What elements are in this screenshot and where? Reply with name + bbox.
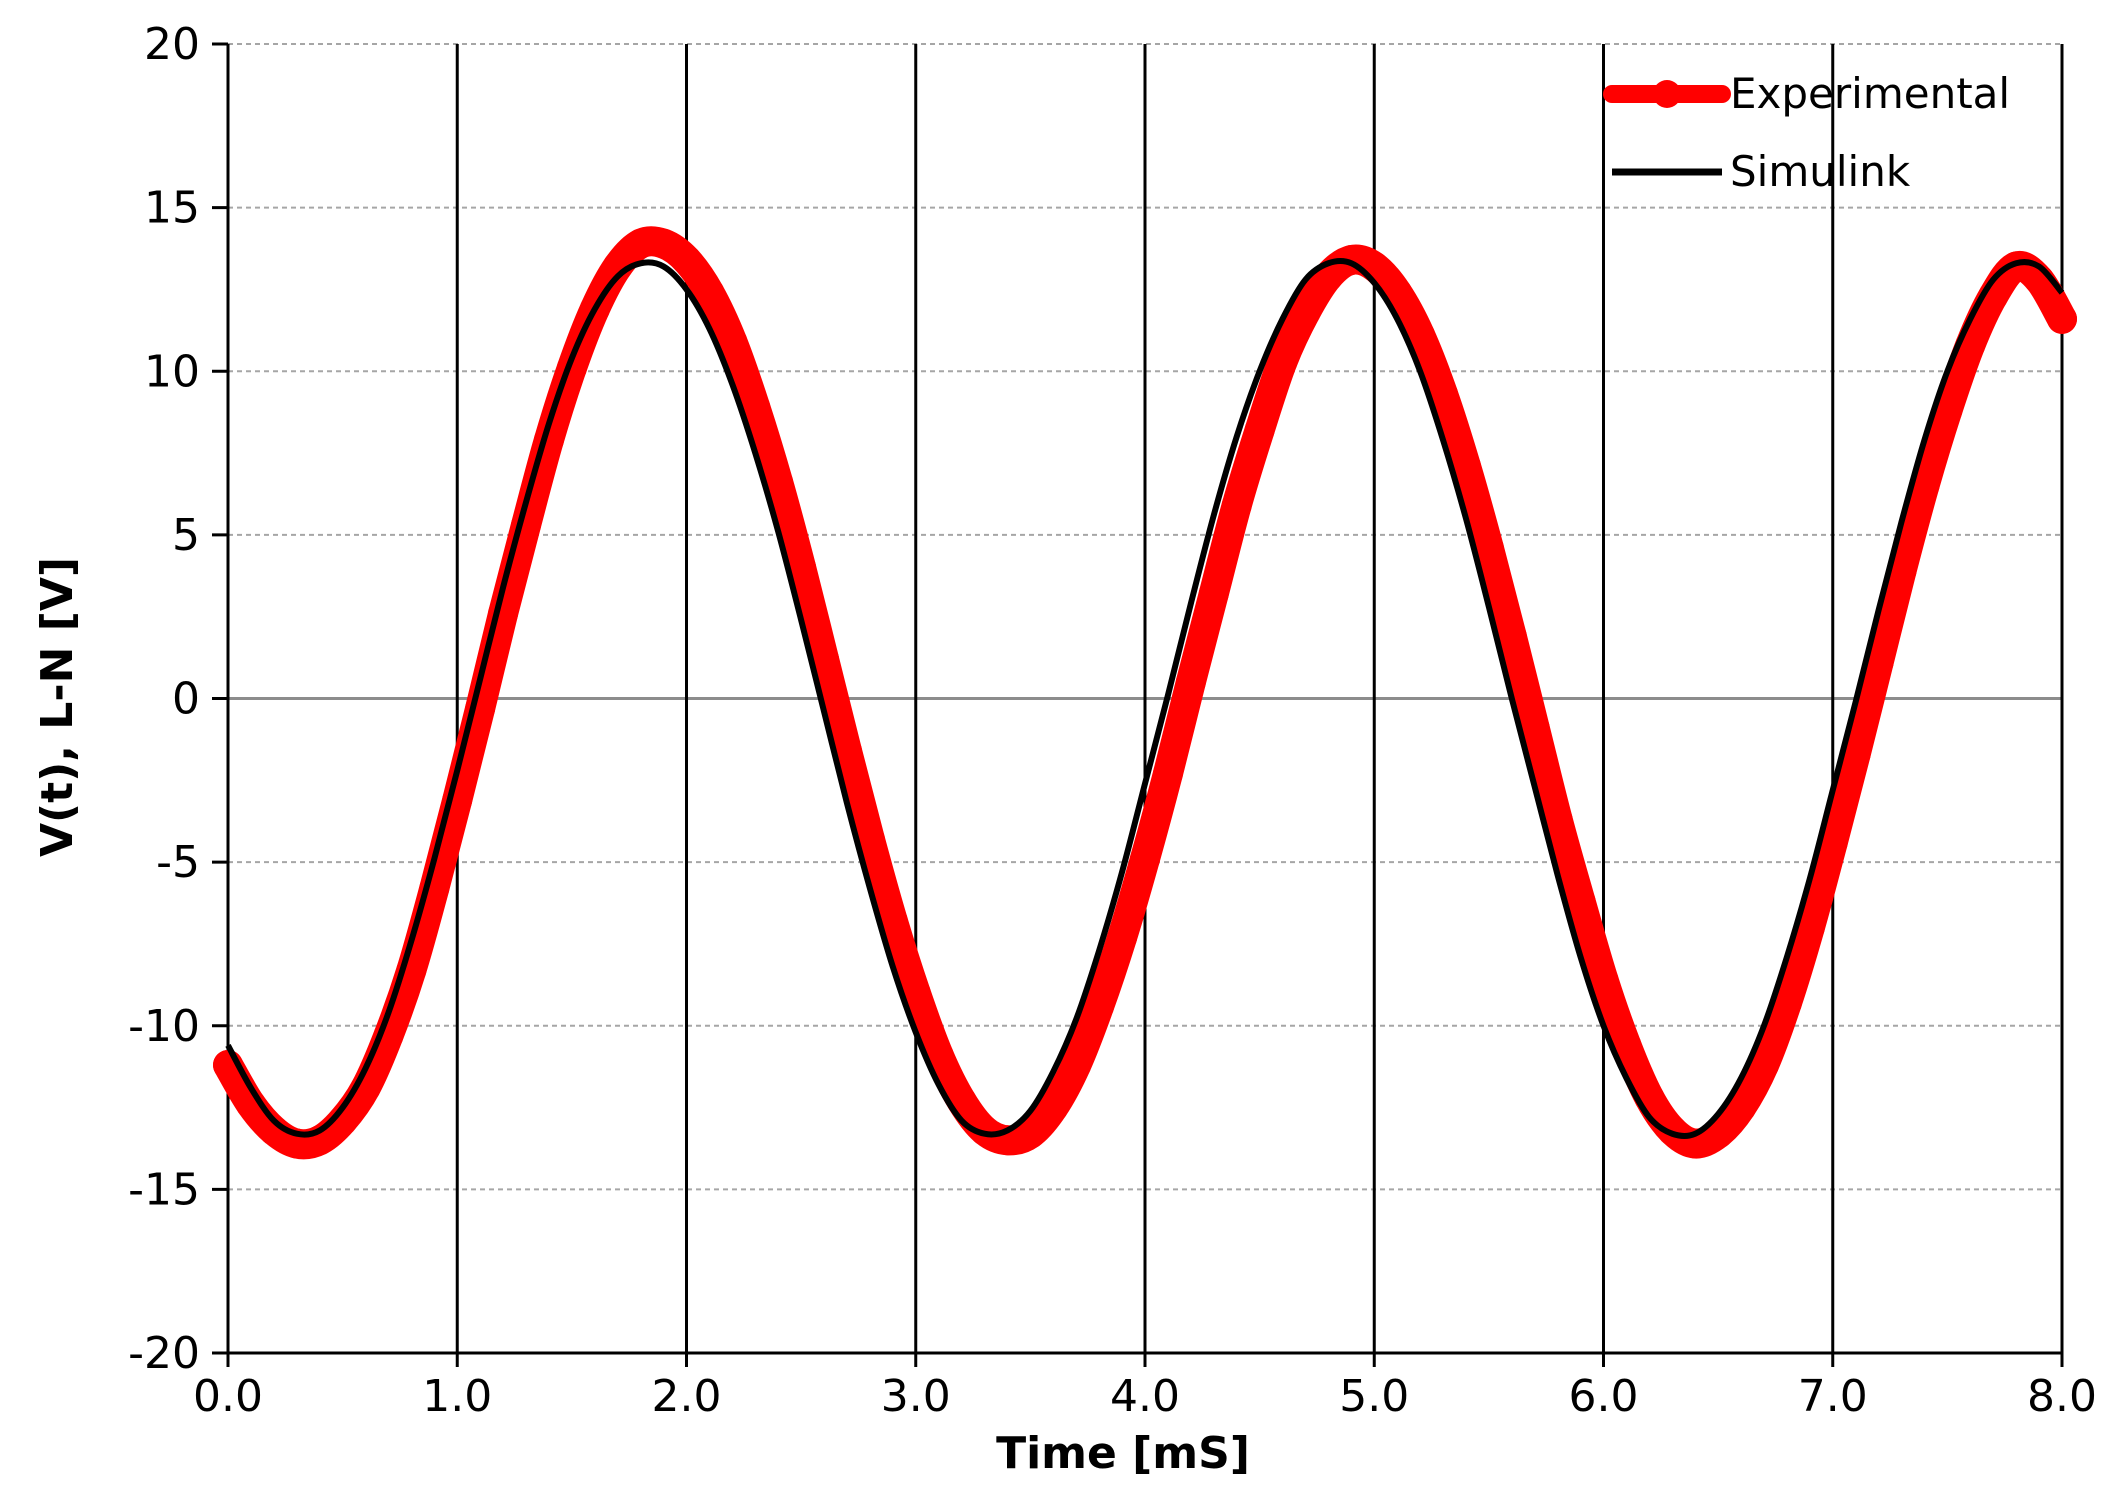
y-tick-label: 5 (172, 510, 200, 561)
legend: Experimental Simulink (1603, 69, 2010, 196)
experimental-point (602, 251, 633, 282)
experimental-point (1450, 451, 1481, 482)
experimental-point (1130, 843, 1160, 874)
experimental-point (1198, 578, 1229, 609)
experimental-point (809, 644, 840, 675)
x-tick-label: 1.0 (422, 1371, 492, 1422)
y-tick-label: 20 (144, 19, 200, 70)
experimental-point (1061, 1050, 1092, 1081)
experimental-point (1038, 1092, 1069, 1123)
experimental-point (1863, 647, 1894, 678)
experimental-point (258, 1115, 289, 1146)
y-tick-labels: 20 15 10 5 0 -5 -10 -15 -20 (128, 19, 200, 1379)
experimental-point (1817, 827, 1848, 858)
x-tick-label: 0.0 (193, 1371, 263, 1422)
experimental-point (1221, 490, 1252, 521)
experimental-point (763, 467, 794, 498)
experimental-point (877, 906, 908, 937)
experimental-point (671, 244, 702, 275)
experimental-point (786, 552, 817, 583)
legend-experimental-marker (1653, 80, 1681, 108)
legend-simulink-label: Simulink (1730, 147, 1911, 196)
y-tick-label: 0 (172, 674, 200, 725)
experimental-point (1726, 1092, 1757, 1123)
experimental-point (1084, 991, 1115, 1022)
experimental-point (1267, 346, 1298, 377)
x-tick-label: 4.0 (1110, 1371, 1180, 1422)
x-axis-title: Time [mS] (996, 1428, 1250, 1479)
experimental-point (1840, 739, 1871, 770)
experimental-point (648, 228, 679, 259)
experimental-point (1405, 320, 1436, 351)
experimental-point (1428, 379, 1459, 410)
experimental-point (2047, 303, 2077, 334)
legend-experimental-label: Experimental (1730, 69, 2010, 118)
experimental-point (1886, 555, 1917, 586)
experimental-point (1565, 886, 1596, 917)
axes (212, 42, 2064, 1367)
y-tick-label: -15 (128, 1164, 200, 1215)
experimental-point (740, 392, 771, 423)
y-tick-label: 10 (144, 346, 200, 397)
experimental-point (1015, 1118, 1046, 1149)
experimental-point (717, 326, 748, 357)
y-axis-title: V(t), L-N [V] (32, 557, 83, 857)
experimental-point (1932, 395, 1963, 426)
y-tick-label: -20 (128, 1328, 200, 1379)
experimental-point (1588, 964, 1619, 995)
experimental-point (1794, 912, 1825, 943)
y-tick-label: -5 (156, 837, 200, 888)
experimental-point (1175, 667, 1206, 698)
series-experimental (213, 226, 2077, 1160)
y-tick-label: 15 (144, 183, 200, 234)
experimental-point (831, 735, 862, 766)
x-tick-label: 2.0 (652, 1371, 722, 1422)
experimental-point (1771, 987, 1802, 1018)
experimental-point (1748, 1050, 1779, 1081)
x-tick-label: 7.0 (1798, 1371, 1868, 1422)
experimental-point (1611, 1030, 1642, 1061)
experimental-point (2001, 251, 2032, 282)
experimental-point (969, 1115, 1000, 1146)
y-tick-label: -10 (128, 1001, 200, 1052)
x-tick-label: 8.0 (2027, 1371, 2097, 1422)
experimental-point (900, 978, 931, 1009)
x-tick-label: 3.0 (881, 1371, 951, 1422)
x-tick-labels: 0.0 1.0 2.0 3.0 4.0 5.0 6.0 7.0 8.0 (193, 1371, 2097, 1422)
experimental-point (1244, 415, 1275, 446)
experimental-point (1152, 758, 1183, 789)
experimental-point (1519, 712, 1550, 743)
experimental-point (1909, 470, 1940, 501)
experimental-point (1107, 922, 1138, 953)
experimental-point (694, 277, 725, 308)
experimental-point (1473, 532, 1504, 563)
x-tick-label: 6.0 (1569, 1371, 1639, 1422)
x-tick-label: 5.0 (1339, 1371, 1409, 1422)
experimental-point (1542, 804, 1573, 835)
experimental-point (1359, 251, 1390, 282)
experimental-point (1290, 297, 1321, 328)
experimental-point (625, 228, 656, 259)
experimental-point (854, 824, 885, 855)
series-simulink (225, 258, 2065, 1139)
experimental-point (1496, 621, 1527, 652)
simulink-line (225, 258, 2065, 1139)
